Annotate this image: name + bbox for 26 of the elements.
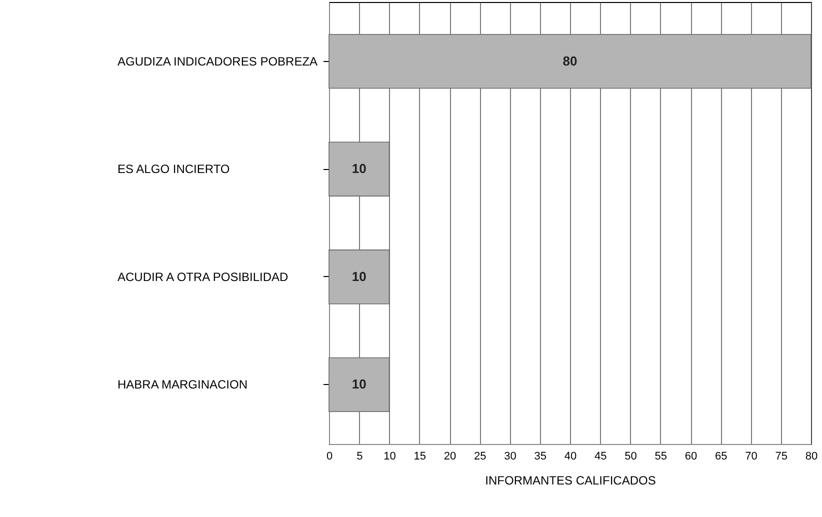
- x-tick-label: 55: [654, 450, 667, 462]
- x-tick-label: 75: [775, 450, 788, 462]
- data-label: 10: [352, 268, 366, 284]
- x-tick-label: 40: [564, 450, 577, 462]
- x-tick-label: 70: [745, 450, 758, 462]
- y-tick-label: ES ALGO INCIERTO: [118, 162, 230, 176]
- x-tick-label: 20: [444, 450, 456, 462]
- data-label: 80: [562, 53, 578, 68]
- x-tick-label: 10: [384, 450, 396, 462]
- data-label: 10: [352, 161, 366, 176]
- data-label: 10: [352, 376, 366, 392]
- x-tick-label: 45: [594, 450, 607, 462]
- x-tick-label: 60: [684, 450, 698, 462]
- x-tick-label: 80: [805, 450, 818, 462]
- x-tick-label: 25: [474, 450, 486, 462]
- y-tick-label: HABRA MARGINACION: [118, 378, 248, 392]
- x-tick-label: 5: [356, 450, 363, 462]
- x-tick-label: 15: [414, 450, 426, 462]
- y-tick-label: AGUDIZA INDICADORES POBREZA: [118, 54, 318, 68]
- x-tick-label: 30: [504, 450, 516, 462]
- y-tick-label: ACUDIR A OTRA POSIBILIDAD: [118, 270, 289, 284]
- x-tick-label: 0: [326, 450, 333, 462]
- x-tick-label: 65: [715, 450, 728, 462]
- x-tick-label: 35: [534, 450, 546, 462]
- x-axis-title: INFORMANTES CALIFICADOS: [485, 474, 656, 488]
- x-tick-label: 50: [624, 450, 637, 462]
